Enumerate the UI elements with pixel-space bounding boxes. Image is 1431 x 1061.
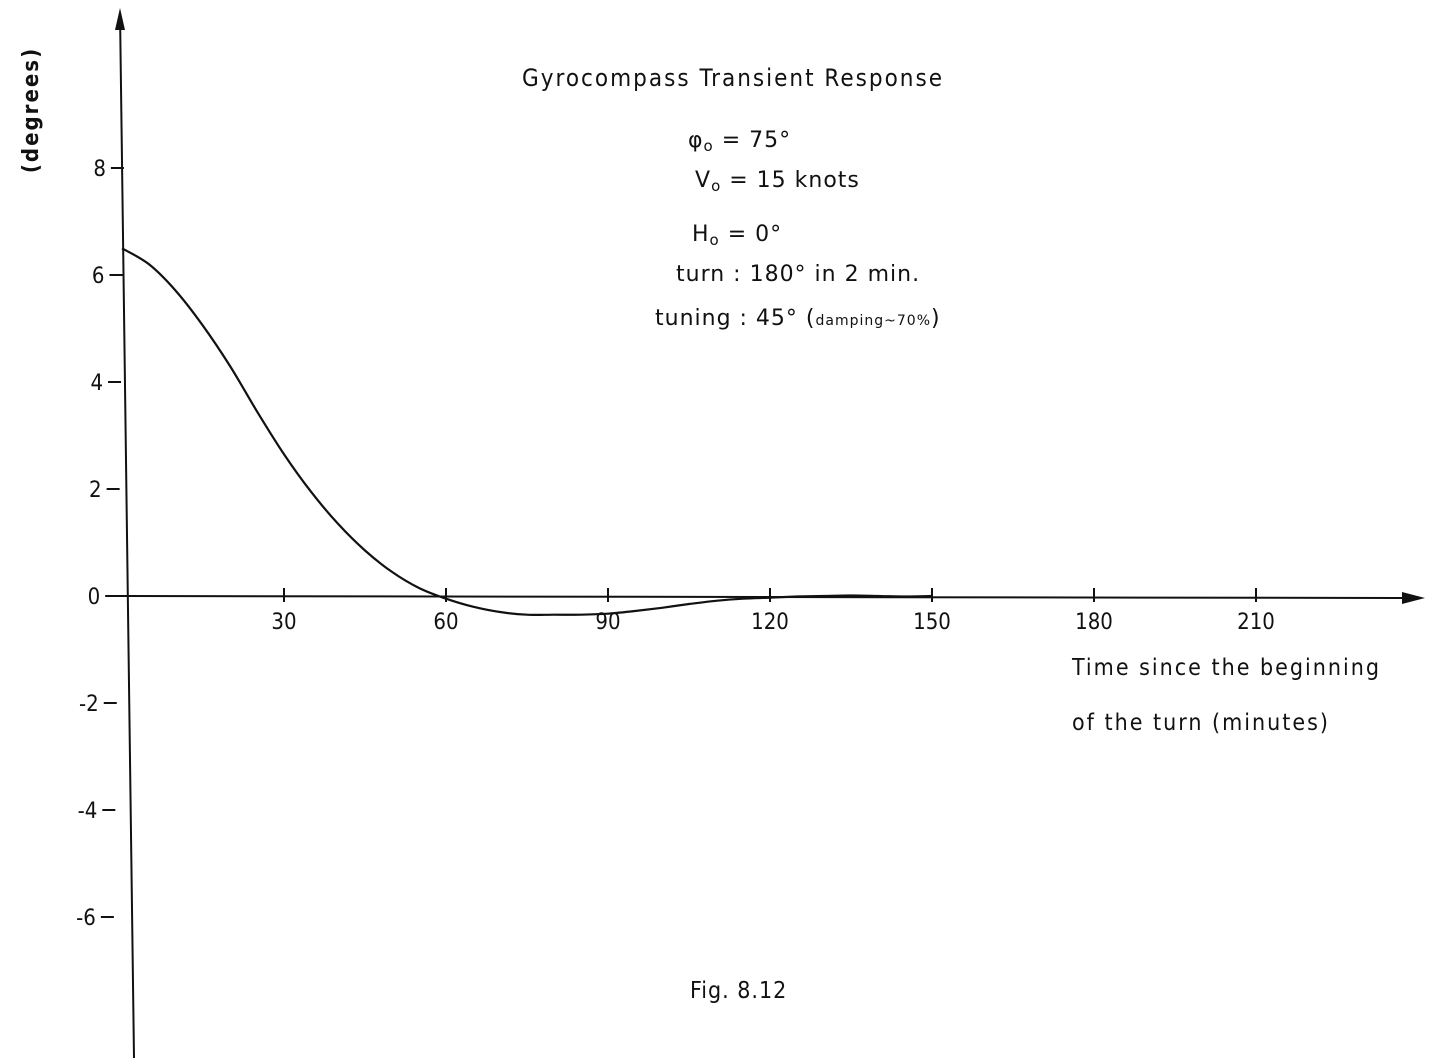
v-symbol: V <box>695 168 712 193</box>
y-tick-label: 0 <box>88 585 101 610</box>
y-tick-label: 8 <box>93 157 106 182</box>
y-axis-label: (degrees) <box>19 47 44 173</box>
turn-text: turn : 180° in 2 min. <box>676 262 921 287</box>
v-value: = 15 knots <box>729 168 860 193</box>
annotation-heading: Ho = 0° <box>692 222 782 249</box>
h-value: = 0° <box>727 222 783 247</box>
y-tick-label: -2 <box>79 692 99 717</box>
series-line <box>121 247 933 617</box>
x-tick-label: 210 <box>1237 610 1275 635</box>
y-tick-label: 2 <box>89 478 102 503</box>
y-axis <box>119 11 135 1059</box>
h-subscript: o <box>709 231 720 249</box>
y-axis-arrow <box>115 8 125 30</box>
x-tick-label: 180 <box>1075 610 1113 635</box>
damping-text: damping~70% <box>815 313 932 329</box>
figure-caption: Fig. 8.12 <box>690 978 787 1004</box>
tuning-text: tuning : 45° ( <box>655 306 816 331</box>
annotation-phi: φo = 75° <box>688 128 791 155</box>
chart-title: Gyrocompass Transient Response <box>522 64 944 92</box>
y-tick-label: -4 <box>78 799 98 824</box>
annotation-turn: turn : 180° in 2 min. <box>676 262 920 287</box>
phi-subscript: o <box>703 137 714 155</box>
x-axis-arrow <box>1402 592 1425 604</box>
annotation-tuning: tuning : 45° (damping~70%) <box>655 306 941 331</box>
y-tick-label: 4 <box>90 371 103 396</box>
v-subscript: o <box>711 177 722 195</box>
phi-value: = 75° <box>721 128 792 153</box>
x-tick-label: 120 <box>751 610 789 635</box>
annotation-velocity: Vo = 15 knots <box>695 168 860 195</box>
phi-symbol: φ <box>688 128 704 153</box>
x-axis-label-line1: Time since the beginning <box>1071 655 1381 681</box>
x-tick-label: 60 <box>433 610 458 635</box>
h-symbol: H <box>692 222 710 247</box>
y-tick-label: -6 <box>76 906 96 931</box>
x-tick-label: 30 <box>271 610 296 635</box>
tuning-close: ) <box>931 306 941 331</box>
x-axis-label-line2: of the turn (minutes) <box>1072 710 1330 736</box>
y-tick-label: 6 <box>92 264 105 289</box>
x-tick-label: 150 <box>913 610 951 635</box>
